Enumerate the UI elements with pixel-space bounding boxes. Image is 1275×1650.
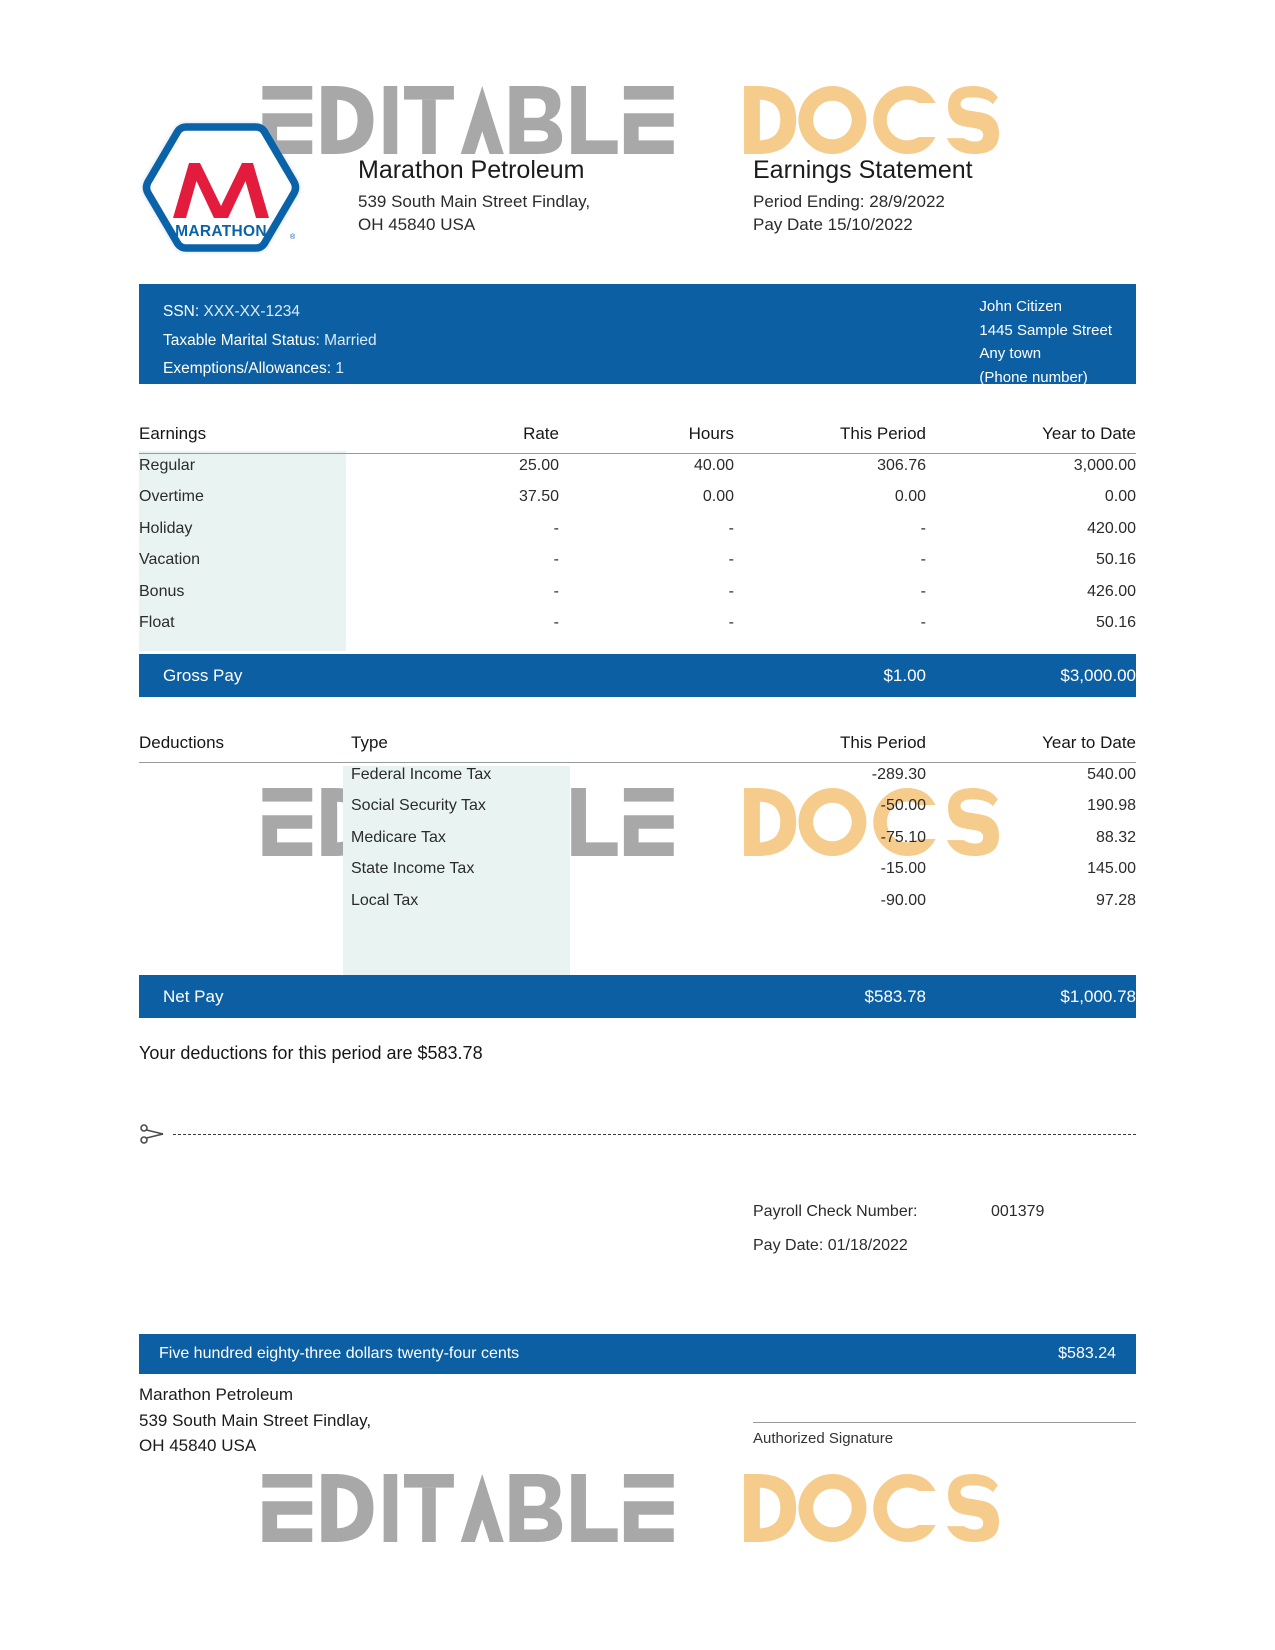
svg-text:®: ® bbox=[290, 233, 296, 241]
svg-text:MARATHON: MARATHON bbox=[175, 223, 267, 240]
